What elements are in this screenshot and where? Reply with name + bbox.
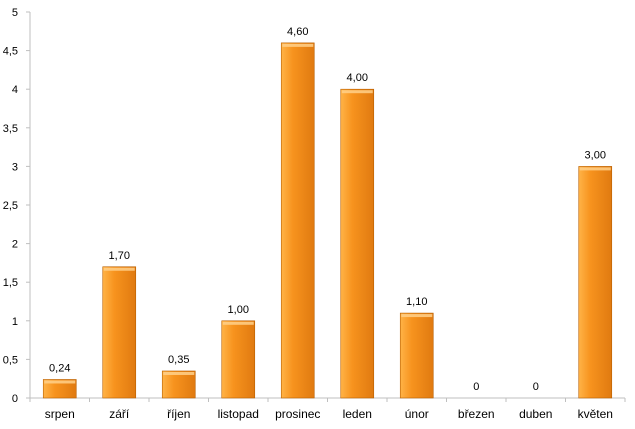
- y-tick-label: 3,5: [3, 123, 18, 135]
- bar-rect: [221, 320, 256, 399]
- y-tick-label: 1,5: [3, 277, 18, 289]
- bar-highlight: [163, 371, 195, 375]
- category-label: říjen: [167, 407, 190, 421]
- category-label: duben: [519, 407, 552, 421]
- data-label: 0: [533, 381, 539, 393]
- y-tick-label: 1: [12, 316, 18, 328]
- category-label: květen: [578, 407, 613, 421]
- data-label: 1,10: [406, 296, 427, 308]
- category-label: prosinec: [275, 407, 320, 421]
- bar-rect: [340, 88, 375, 399]
- data-label: 1,00: [228, 304, 249, 316]
- bar-listopad: [221, 320, 256, 399]
- bar-říjen: [161, 370, 196, 399]
- category-label: září: [109, 407, 130, 421]
- bar-leden: [340, 88, 375, 399]
- data-label: 0: [473, 381, 479, 393]
- y-tick-label: 0: [12, 393, 18, 405]
- bar-rect: [161, 370, 196, 399]
- category-label: listopad: [218, 407, 259, 421]
- category-label: březen: [458, 407, 495, 421]
- y-tick-label: 0,5: [3, 354, 18, 366]
- y-tick-label: 4,5: [3, 46, 18, 58]
- data-label: 0,35: [168, 354, 189, 366]
- category-label: srpen: [45, 407, 75, 421]
- bar-highlight: [579, 167, 611, 171]
- bar-prosinec: [280, 42, 315, 399]
- bar-highlight: [282, 43, 314, 47]
- bar-rect: [102, 266, 137, 399]
- data-label: 4,00: [347, 72, 368, 84]
- bar-highlight: [341, 90, 373, 94]
- y-axis-ticks: 0 0,5 1 1,5 2 2,5 3 3,5 4 4,5 5: [3, 7, 30, 405]
- bar-highlight: [401, 314, 433, 318]
- y-tick-label: 3: [12, 161, 18, 173]
- data-labels: 0,24 1,70 0,35 1,00 4,60 4,00 1,10 0 0 3,00: [49, 26, 606, 393]
- bar-highlight: [44, 380, 76, 384]
- category-labels: srpen září říjen listopad prosinec leden únor b…: [45, 407, 613, 421]
- bar-květen: [578, 166, 613, 399]
- category-label: únor: [405, 407, 429, 421]
- bar-srpen: [42, 379, 77, 399]
- y-tick-label: 2: [12, 239, 18, 251]
- y-tick-label: 2,5: [3, 200, 18, 212]
- y-tick-label: 5: [12, 7, 18, 19]
- bars: [42, 42, 613, 399]
- bar-únor: [399, 312, 434, 399]
- bar-rect: [578, 166, 613, 399]
- bar-highlight: [222, 321, 254, 325]
- data-label: 0,24: [49, 362, 70, 374]
- bar-rect: [399, 312, 434, 399]
- data-label: 4,60: [287, 26, 308, 38]
- bar-rect: [280, 42, 315, 399]
- bar-rect: [42, 379, 77, 399]
- data-label: 3,00: [585, 149, 606, 161]
- bar-září: [102, 266, 137, 399]
- data-label: 1,70: [109, 250, 130, 262]
- bar-highlight: [103, 267, 135, 271]
- category-label: leden: [343, 407, 372, 421]
- y-tick-label: 4: [12, 84, 18, 96]
